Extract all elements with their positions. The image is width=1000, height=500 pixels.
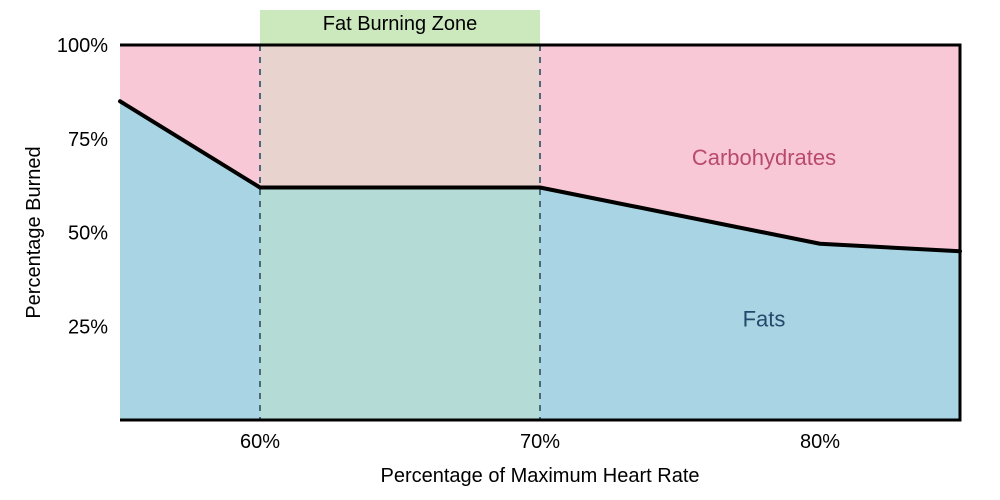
x-axis-label: Percentage of Maximum Heart Rate bbox=[380, 465, 699, 487]
y-tick-label: 75% bbox=[68, 129, 108, 151]
carbs-label: Carbohydrates bbox=[692, 145, 836, 170]
fat-burning-zone-overlay bbox=[260, 45, 540, 420]
x-tick-label: 60% bbox=[240, 431, 280, 453]
x-tick-label: 80% bbox=[800, 431, 840, 453]
zone-title: Fat Burning Zone bbox=[323, 13, 478, 35]
y-tick-label: 100% bbox=[57, 35, 108, 57]
y-tick-label: 25% bbox=[68, 316, 108, 338]
y-tick-label: 50% bbox=[68, 223, 108, 245]
x-tick-label: 70% bbox=[520, 431, 560, 453]
fats-label: Fats bbox=[743, 306, 786, 331]
y-axis-label: Percentage Burned bbox=[23, 146, 45, 318]
